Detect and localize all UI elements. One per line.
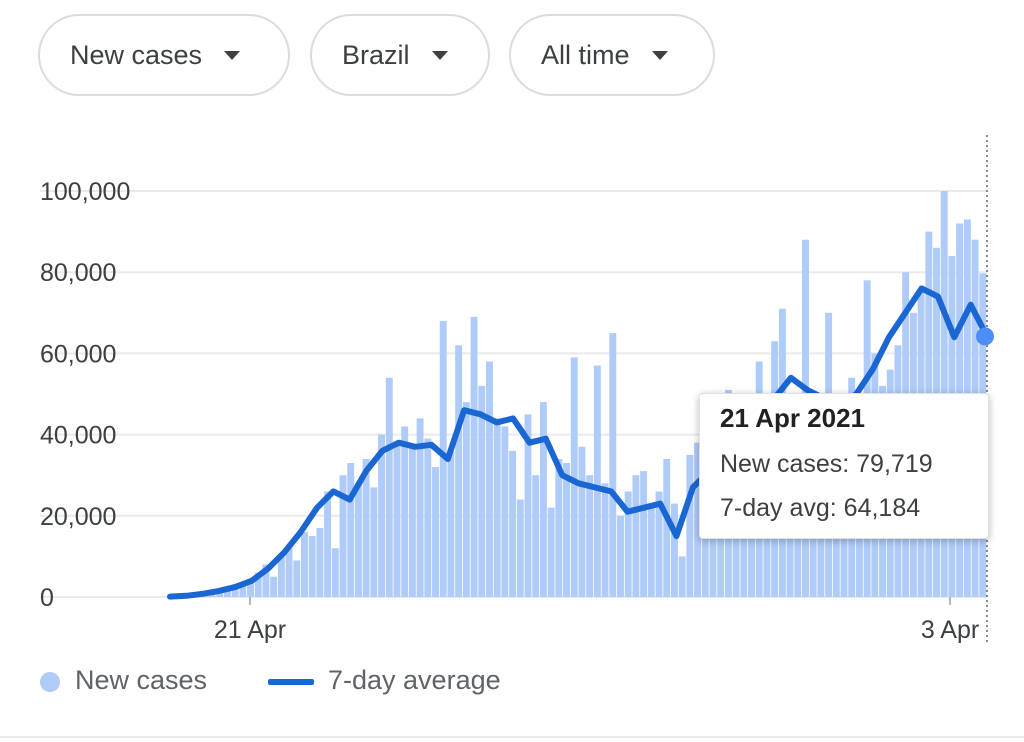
avg-legend-line xyxy=(268,679,314,685)
new-cases-bar xyxy=(501,426,509,597)
new-cases-bar xyxy=(455,345,463,597)
new-cases-bar xyxy=(563,463,570,597)
new-cases-bar xyxy=(516,499,524,597)
new-cases-bar xyxy=(393,442,401,597)
new-cases-bar xyxy=(270,576,278,597)
new-cases-bar xyxy=(285,548,293,597)
new-cases-bar xyxy=(632,475,640,597)
new-cases-bar xyxy=(624,491,632,597)
location-dropdown-label: Brazil xyxy=(342,39,410,70)
legend-avg-label: 7-day average xyxy=(328,665,501,695)
new-cases-bar xyxy=(647,503,655,597)
new-cases-bar xyxy=(432,467,439,597)
new-cases-bar xyxy=(593,365,601,597)
chevron-down-icon xyxy=(431,50,448,60)
new-cases-bar xyxy=(539,402,547,597)
location-dropdown[interactable]: Brazil xyxy=(310,14,490,96)
new-cases-bar xyxy=(547,507,555,597)
legend-new-cases-label: New cases xyxy=(75,665,208,695)
new-cases-bar xyxy=(617,515,624,597)
new-cases-bar xyxy=(478,385,486,597)
y-axis-labels: 0 20,000 40,000 60,000 80,000 100,000 xyxy=(40,178,130,612)
metric-dropdown-label: New cases xyxy=(70,39,203,70)
new-cases-bar xyxy=(509,450,517,597)
new-cases-bar xyxy=(686,454,694,597)
y-tick-label: 60,000 xyxy=(40,340,116,368)
hover-dot xyxy=(976,327,994,346)
y-tick-label: 20,000 xyxy=(40,503,116,531)
new-cases-bar xyxy=(470,316,478,597)
metric-dropdown[interactable]: New cases xyxy=(38,14,290,96)
chevron-down-icon xyxy=(224,50,241,60)
y-tick-label: 80,000 xyxy=(40,259,116,287)
new-cases-bar xyxy=(416,418,424,597)
new-cases-bar xyxy=(670,503,678,597)
chevron-down-icon xyxy=(651,50,668,60)
new-cases-bar xyxy=(362,458,370,597)
y-tick-label: 100,000 xyxy=(40,178,130,206)
new-cases-bar xyxy=(586,475,594,597)
new-cases-bar xyxy=(678,556,686,597)
new-cases-bar xyxy=(524,414,532,597)
new-cases-bar xyxy=(316,527,324,597)
y-tick-label: 0 xyxy=(40,584,54,612)
tooltip-date: 21 Apr 2021 xyxy=(720,403,866,433)
new-cases-bar xyxy=(601,483,609,597)
new-cases-bar xyxy=(347,463,355,597)
new-cases-bar xyxy=(324,491,332,597)
new-cases-bar xyxy=(308,536,316,597)
new-cases-bar xyxy=(493,418,501,597)
new-cases-bar xyxy=(231,585,239,597)
new-cases-bar xyxy=(578,446,586,597)
new-cases-bar xyxy=(239,582,247,597)
x-tick-label: 21 Apr xyxy=(214,616,286,644)
divider xyxy=(0,736,1024,738)
new-cases-bar xyxy=(555,458,563,597)
tooltip-avg: 7-day avg: 64,184 xyxy=(720,494,921,522)
new-cases-bar xyxy=(331,548,339,597)
new-cases-bar xyxy=(385,377,393,597)
new-cases-bar xyxy=(447,450,455,597)
tooltip-new-cases: New cases: 79,719 xyxy=(720,450,933,478)
new-cases-bar xyxy=(339,475,347,597)
new-cases-bar xyxy=(301,532,308,597)
new-cases-bar xyxy=(378,434,386,597)
new-cases-bar xyxy=(663,458,671,597)
new-cases-bar xyxy=(408,446,416,597)
x-axis-labels: 21 Apr 3 Apr xyxy=(214,597,979,644)
new-cases-bar xyxy=(609,333,617,597)
new-cases-bar xyxy=(532,475,540,597)
new-cases-bar xyxy=(462,402,470,597)
x-tick-label: 3 Apr xyxy=(921,616,979,644)
new-cases-bar xyxy=(247,578,254,597)
tooltip: 21 Apr 2021 New cases: 79,719 7-day avg:… xyxy=(699,393,989,539)
cases-chart[interactable]: 0 20,000 40,000 60,000 80,000 100,000 21 Apr 3… xyxy=(0,0,1024,660)
new-cases-bar xyxy=(486,361,493,597)
new-cases-bar xyxy=(401,426,409,597)
new-cases-bar xyxy=(293,560,301,597)
new-cases-bar xyxy=(424,438,432,597)
new-cases-bar xyxy=(370,487,378,597)
new-cases-bar xyxy=(262,564,270,597)
new-cases-bar xyxy=(254,572,262,597)
new-cases-bar xyxy=(694,442,702,597)
new-cases-bar xyxy=(354,483,362,597)
y-tick-label: 40,000 xyxy=(40,422,116,450)
range-dropdown-label: All time xyxy=(541,39,630,70)
new-cases-bar xyxy=(640,471,648,597)
range-dropdown[interactable]: All time xyxy=(509,14,715,96)
new-cases-bar xyxy=(570,357,578,597)
new-cases-legend-dot xyxy=(40,672,60,692)
new-cases-bar xyxy=(655,491,663,597)
new-cases-bar xyxy=(277,556,285,597)
